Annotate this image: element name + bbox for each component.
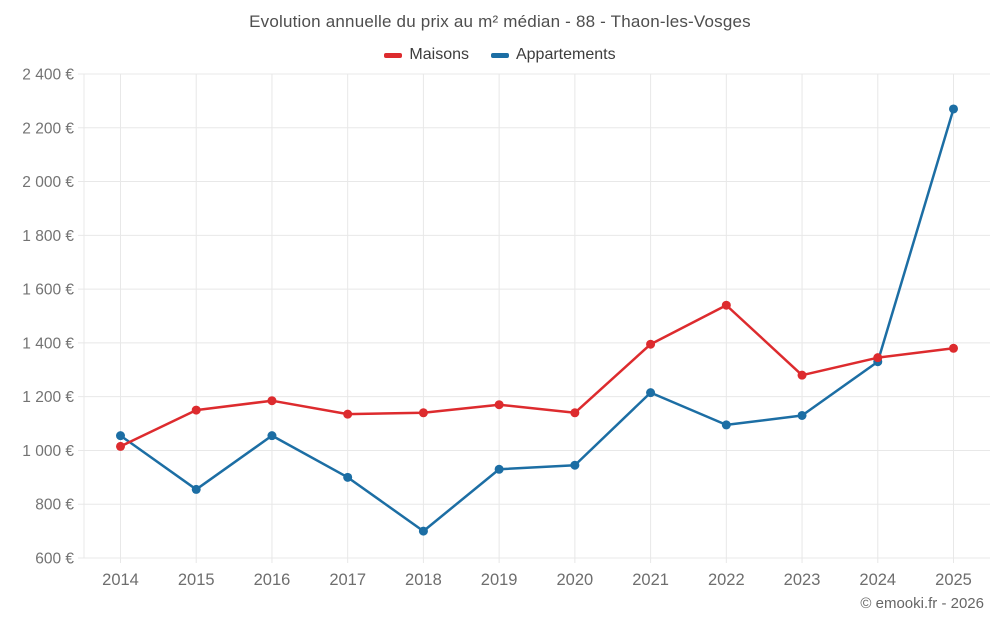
series-line-maisons	[119, 303, 955, 448]
point-maisons-2015[interactable]	[191, 405, 201, 415]
point-maisons-2019[interactable]	[494, 400, 504, 410]
x-axis-tick-label: 2024	[859, 571, 896, 589]
point-maisons-2024[interactable]	[873, 353, 883, 363]
y-axis-tick-label: 1 600 €	[22, 282, 74, 299]
x-axis-tick-label: 2018	[405, 571, 442, 589]
point-appartements-2017[interactable]	[343, 472, 353, 482]
point-appartements-2014[interactable]	[116, 431, 125, 441]
x-axis-tick-label: 2020	[557, 571, 594, 589]
y-axis-tick-label: 800 €	[35, 497, 74, 514]
y-axis-tick-label: 600 €	[35, 551, 74, 568]
legend-item-maisons[interactable]: Maisons	[384, 46, 469, 64]
point-maisons-2014[interactable]	[116, 441, 125, 451]
legend-label: Maisons	[409, 46, 469, 63]
y-axis-tick-label: 2 400 €	[22, 67, 74, 84]
point-maisons-2023[interactable]	[797, 370, 807, 380]
legend-swatch-icon	[384, 52, 403, 58]
point-appartements-2023[interactable]	[797, 410, 807, 420]
point-appartements-2015[interactable]	[191, 484, 201, 494]
point-maisons-2021[interactable]	[646, 339, 656, 349]
x-axis-tick-label: 2017	[329, 571, 366, 589]
point-appartements-2025[interactable]	[949, 104, 958, 114]
x-axis-tick-label: 2022	[708, 571, 745, 589]
point-maisons-2020[interactable]	[570, 408, 580, 418]
legend-label: Appartements	[515, 46, 616, 63]
point-maisons-2022[interactable]	[721, 300, 731, 310]
point-appartements-2021[interactable]	[646, 388, 656, 398]
y-axis-tick-label: 2 200 €	[22, 120, 74, 137]
x-axis-tick-label: 2015	[178, 571, 215, 589]
point-appartements-2016[interactable]	[267, 431, 277, 441]
point-maisons-2017[interactable]	[343, 409, 353, 419]
x-axis-tick-label: 2019	[481, 571, 518, 589]
legend-item-appartements[interactable]: Appartements	[490, 46, 616, 64]
y-axis-tick-label: 1 000 €	[22, 443, 74, 460]
point-maisons-2018[interactable]	[418, 408, 428, 418]
x-axis-tick-label: 2021	[632, 571, 669, 589]
y-axis-tick-label: 2 000 €	[22, 174, 74, 191]
y-axis-tick-label: 1 200 €	[22, 389, 74, 406]
x-axis-tick-label: 2014	[102, 571, 139, 589]
point-maisons-2025[interactable]	[949, 343, 958, 353]
series-line-appartements	[119, 107, 955, 533]
x-axis-tick-label: 2025	[935, 571, 972, 589]
x-axis-tick-label: 2016	[254, 571, 291, 589]
point-maisons-2016[interactable]	[267, 396, 277, 406]
point-appartements-2022[interactable]	[721, 420, 731, 430]
legend-swatch-icon	[490, 52, 509, 58]
point-appartements-2020[interactable]	[570, 460, 580, 470]
chart-legend: Maisons Appartements	[0, 46, 1000, 64]
chart-title: Evolution annuelle du prix au m² médian …	[249, 12, 751, 31]
point-appartements-2019[interactable]	[494, 464, 504, 474]
x-axis-tick-label: 2023	[784, 571, 821, 589]
y-axis-tick-label: 1 800 €	[22, 228, 74, 245]
y-axis-tick-label: 1 400 €	[22, 335, 74, 352]
point-appartements-2018[interactable]	[418, 526, 428, 536]
copyright-footer: © emooki.fr - 2026	[860, 595, 984, 612]
